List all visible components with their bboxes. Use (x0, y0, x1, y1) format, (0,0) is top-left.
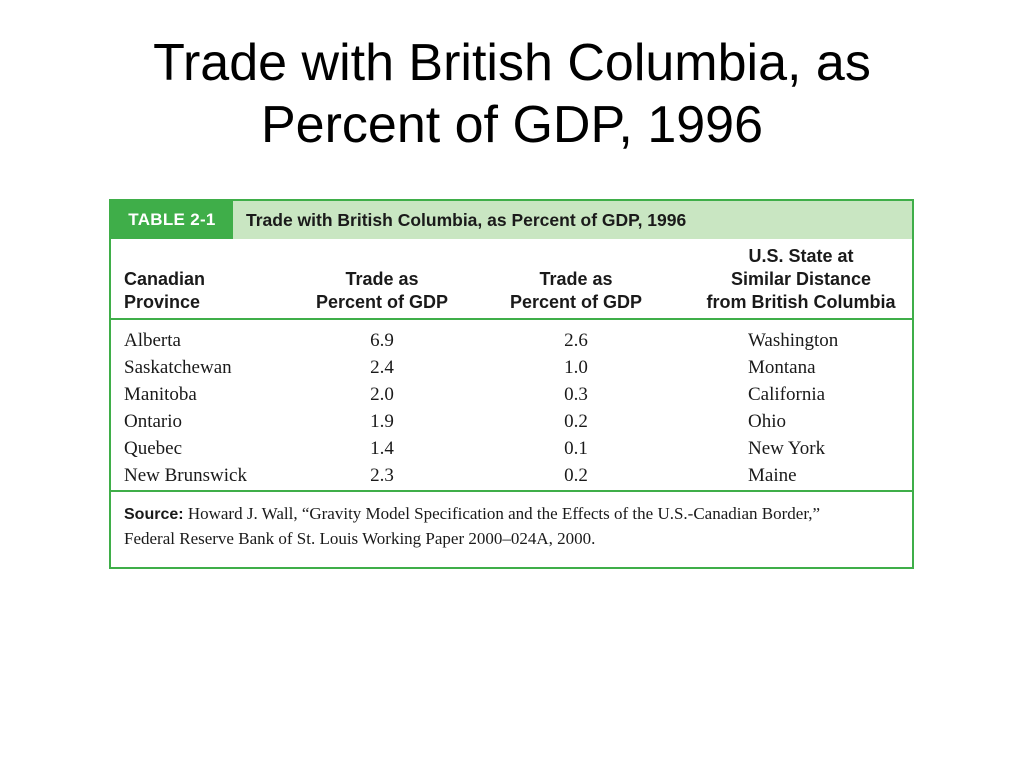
source-label: Source: (124, 506, 184, 523)
cell-state: Montana (748, 357, 816, 378)
table-row: Saskatchewan 2.4 1.0 Montana (111, 354, 912, 381)
table-header-bar: TABLE 2-1 Trade with British Columbia, a… (111, 201, 912, 239)
slide-title-line-2: Percent of GDP, 1996 (260, 96, 764, 154)
table-row: Manitoba 2.0 0.3 California (111, 381, 912, 408)
cell-state: New York (748, 438, 826, 459)
table-number-tag: TABLE 2-1 (111, 201, 233, 239)
cell-trade-us: 0.1 (564, 438, 588, 459)
cell-state: Maine (748, 465, 797, 486)
source-text-line-1: Howard J. Wall, “Gravity Model Specifica… (183, 504, 821, 523)
column-header-trade-us: Trade as Percent of GDP (509, 269, 643, 312)
cell-trade-us: 0.2 (564, 411, 588, 432)
table-row: Quebec 1.4 0.1 New York (111, 435, 912, 462)
cell-trade-canada: 2.0 (370, 384, 394, 405)
cell-trade-canada: 6.9 (370, 330, 394, 351)
cell-trade-canada: 2.4 (370, 357, 394, 378)
cell-state: Ohio (748, 411, 786, 432)
cell-trade-canada: 2.3 (370, 465, 394, 486)
data-table: TABLE 2-1 Trade with British Columbia, a… (109, 199, 914, 569)
cell-province: Ontario (124, 411, 183, 432)
table-row: Ontario 1.9 0.2 Ohio (111, 408, 912, 435)
column-header-trade-canada: Trade as Percent of GDP (315, 269, 449, 312)
cell-trade-us: 0.3 (564, 384, 588, 405)
cell-trade-us: 1.0 (564, 357, 588, 378)
header-divider (111, 318, 912, 320)
cell-trade-canada: 1.4 (370, 438, 394, 459)
slide-title: Trade with British Columbia, as Percent … (0, 32, 1024, 156)
source-text-line-2: Federal Reserve Bank of St. Louis Workin… (124, 529, 596, 548)
source-note: Source: Howard J. Wall, “Gravity Model S… (124, 502, 894, 551)
table-body: Alberta 6.9 2.6 Washington Saskatchewan … (111, 327, 912, 489)
slide-title-line-1: Trade with British Columbia, as (153, 34, 871, 92)
source-divider (111, 490, 912, 492)
cell-province: Saskatchewan (124, 357, 232, 378)
cell-trade-us: 2.6 (564, 330, 588, 351)
cell-trade-us: 0.2 (564, 465, 588, 486)
cell-state: Washington (748, 330, 839, 351)
cell-province: Quebec (124, 438, 183, 459)
cell-province: Alberta (124, 330, 181, 351)
column-header-us-state: U.S. State at Similar Distance from Brit… (706, 246, 896, 312)
cell-trade-canada: 1.9 (370, 411, 394, 432)
cell-province: Manitoba (124, 384, 197, 405)
table-row: New Brunswick 2.3 0.2 Maine (111, 462, 912, 489)
table-row: Alberta 6.9 2.6 Washington (111, 327, 912, 354)
cell-province: New Brunswick (124, 465, 247, 486)
table-caption: Trade with British Columbia, as Percent … (246, 210, 687, 230)
column-header-province: Canadian Province (124, 269, 206, 312)
cell-state: California (748, 384, 826, 405)
